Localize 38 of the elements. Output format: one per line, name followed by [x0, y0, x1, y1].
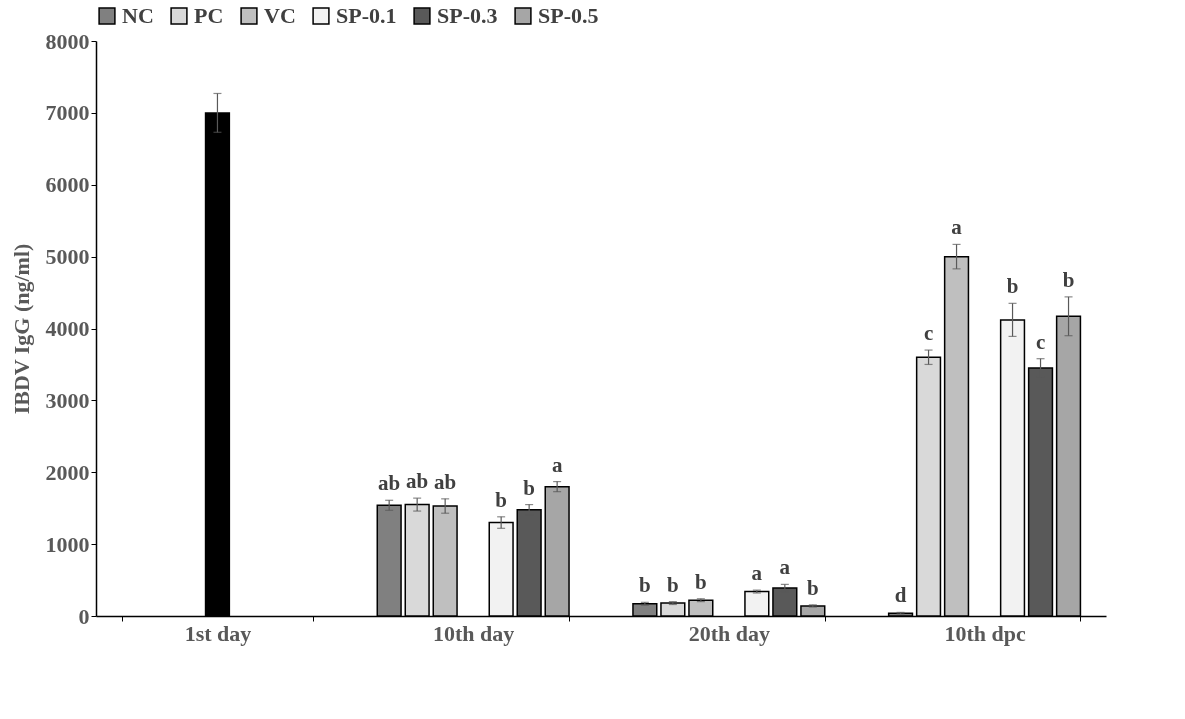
data-label: b: [523, 475, 535, 500]
data-label: d: [894, 583, 907, 608]
data-label: a: [751, 561, 763, 586]
data-label: b: [667, 572, 679, 597]
y-tick-label: 2000: [45, 459, 90, 485]
data-label: b: [495, 487, 507, 512]
data-label: b: [639, 573, 651, 598]
x-tick-label: 10th dpc: [944, 620, 1026, 646]
y-tick-label: 8000: [45, 28, 90, 54]
data-label: ab: [434, 469, 457, 494]
y-tick-label: 1000: [45, 531, 90, 557]
data-label: a: [951, 215, 963, 240]
y-tick-label: 4000: [45, 316, 90, 341]
data-label: ab: [378, 471, 401, 496]
legend-label: PC: [194, 3, 224, 28]
legend-label: SP-0.1: [336, 3, 397, 28]
y-tick-label: 5000: [45, 244, 90, 270]
legend-label: VC: [264, 3, 296, 28]
y-tick-label: 7000: [45, 100, 90, 126]
data-label: b: [1006, 274, 1019, 299]
data-label: a: [551, 452, 563, 477]
legend-label: SP-0.3: [437, 3, 498, 28]
data-label: ab: [406, 469, 429, 494]
x-tick-label: 20th day: [688, 620, 770, 646]
x-tick-label: 10th day: [433, 620, 515, 646]
data-label: a: [779, 555, 791, 580]
y-axis-title: IBDV IgG (ng/ml): [8, 243, 34, 415]
legend-label: NC: [122, 3, 154, 28]
x-tick-label: 1st day: [184, 620, 252, 646]
data-label: b: [806, 575, 819, 600]
y-tick-label: 0: [78, 603, 90, 629]
data-label: b: [695, 569, 707, 594]
y-tick-label: 6000: [45, 172, 90, 198]
data-label: c: [1035, 329, 1046, 354]
data-label: b: [1062, 267, 1075, 292]
y-tick-label: 3000: [45, 387, 90, 413]
legend-label: SP-0.5: [538, 3, 599, 28]
data-label: c: [923, 321, 934, 346]
